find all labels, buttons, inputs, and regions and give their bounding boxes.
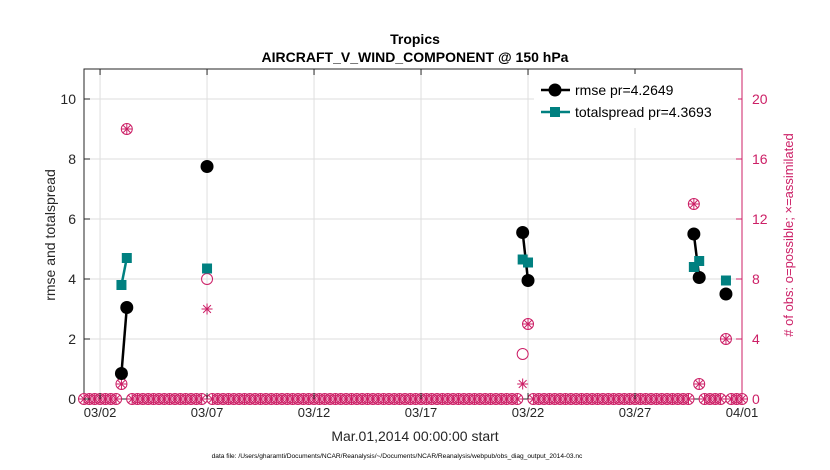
legend-totalspread-label: totalspread pr=4.3693 [575,104,712,120]
totalspread-point [694,256,705,266]
obs-assimilated-marker [110,393,122,405]
totalspread-point [688,262,699,272]
obs-assimilated-marker [115,378,127,390]
rmse-point [114,367,128,380]
y2-tick-label: 4 [752,331,760,347]
obs-assimilated-stroke [689,199,699,209]
obs-assimilated-stroke [111,394,121,404]
totalspread-point [202,263,213,274]
obs-assimilated-marker [517,378,529,390]
obs-assimilated-marker [196,393,208,405]
obs-assimilated-stroke [117,379,126,389]
legend-box [534,74,738,128]
legend: rmse pr=4.2649 totalspread pr=4.3693 [534,74,738,128]
rmse-point [120,301,134,314]
x-tick-label: 03/12 [298,405,331,420]
totalspread-point [720,275,731,286]
y-tick-label: 4 [68,271,76,287]
rmse-point [719,287,733,301]
rmse-point [521,274,535,287]
x-tick-label: 04/01 [726,405,759,420]
y2-tick-label: 20 [752,91,768,107]
chart-subtitle: AIRCRAFT_V_WIND_COMPONENT @ 150 hPa [262,49,569,65]
obs-assimilated-stroke [684,394,693,404]
obs-assimilated-stroke [513,394,522,404]
x-axis-label: Mar.01,2014 00:00:00 start [331,428,498,444]
x-tick-label: 03/22 [512,405,545,420]
obs-assimilated-marker [201,303,213,315]
obs-assimilated-stroke [721,334,731,344]
obs-assimilated-marker [720,333,732,345]
obs-assimilated-marker [683,393,695,405]
obs-assimilated-marker [688,198,700,210]
obs-count-markers [78,123,748,405]
y-tick-label: 8 [68,151,76,167]
rmse-point [516,226,530,239]
totalspread-point [116,280,127,290]
obs-assimilated-marker [511,393,523,405]
y-axis-label: rmse and totalspread [42,169,58,301]
obs-assimilated-marker [715,393,727,405]
totalspread-point [121,253,132,263]
y-tick-label: 10 [60,91,76,107]
obs-assimilated-stroke [716,394,725,404]
footnote: data file: /Users/gharamti/Documents/NCA… [212,453,583,460]
rmse-point [687,227,701,241]
totalspread-point [517,254,528,265]
totalspread-point [523,257,534,268]
rmse-point [200,160,214,173]
x-tick-label: 03/27 [619,405,652,420]
legend-rmse-marker [548,83,562,97]
obs-assimilated-stroke [694,379,704,389]
y2-tick-label: 12 [752,211,768,227]
obs-assimilated-marker [121,123,133,135]
axes: 03/02 03/07 03/12 03/17 03/22 03/27 04/0102468… [60,69,768,420]
legend-rmse-label: rmse pr=4.2649 [575,82,674,98]
obs-assimilated-stroke [202,304,212,314]
x-tick-label: 03/07 [191,405,224,420]
legend-totalspread-marker [550,107,560,117]
x-tick-label: 03/17 [405,405,438,420]
obs-assimilated-marker [522,318,534,330]
rmse-line [120,307,129,374]
data-series [114,160,733,380]
x-tick-label: 03/02 [84,405,117,420]
chart-title: Tropics [390,31,440,47]
obs-possible-marker [516,348,529,360]
y2-tick-label: 16 [752,151,768,167]
y2-tick-label: 0 [752,391,760,407]
y-tick-label: 0 [68,391,76,407]
obs-assimilated-stroke [518,379,527,389]
obs-assimilated-stroke [197,394,206,404]
obs-assimilated-stroke [122,124,132,134]
y-tick-label: 6 [68,211,76,227]
y-tick-label: 2 [68,331,76,347]
obs-assimilated-stroke [523,319,533,329]
obs-assimilated-marker [693,378,705,390]
y2-axis-label: # of obs: o=possible; ×=assimilated [781,133,796,336]
y2-tick-label: 8 [752,271,760,287]
rmse-point [692,271,706,284]
